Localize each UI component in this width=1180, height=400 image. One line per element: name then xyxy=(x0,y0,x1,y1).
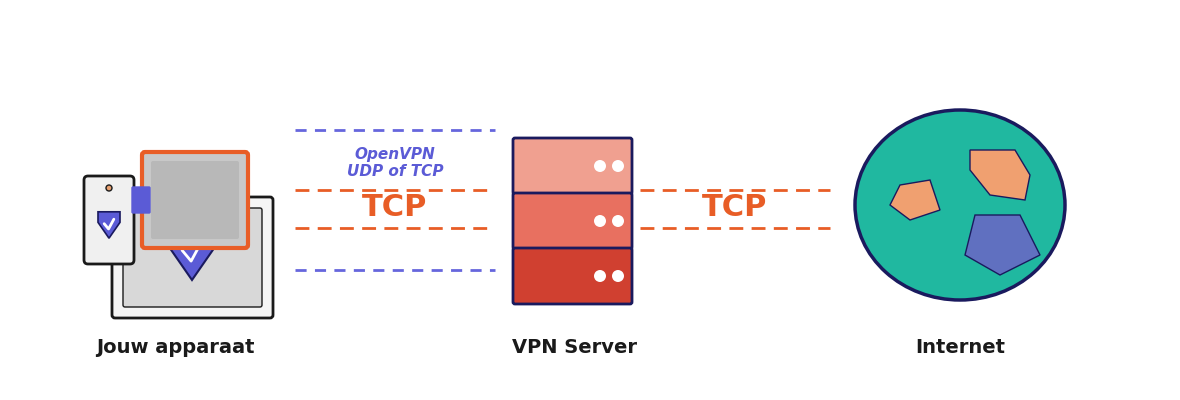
Text: TCP: TCP xyxy=(362,194,427,222)
PathPatch shape xyxy=(170,226,215,280)
FancyBboxPatch shape xyxy=(513,193,632,249)
Text: TCP: TCP xyxy=(702,194,768,222)
Text: VPN Server: VPN Server xyxy=(512,338,637,357)
FancyBboxPatch shape xyxy=(123,208,262,307)
Circle shape xyxy=(612,160,624,172)
Circle shape xyxy=(612,270,624,282)
Text: OpenVPN: OpenVPN xyxy=(355,148,435,162)
Polygon shape xyxy=(890,180,940,220)
FancyBboxPatch shape xyxy=(513,138,632,194)
Polygon shape xyxy=(965,215,1040,275)
PathPatch shape xyxy=(98,212,120,238)
Ellipse shape xyxy=(856,110,1066,300)
PathPatch shape xyxy=(177,179,212,221)
Text: UDP of TCP: UDP of TCP xyxy=(347,164,444,180)
Circle shape xyxy=(594,270,607,282)
Circle shape xyxy=(594,215,607,227)
Circle shape xyxy=(594,160,607,172)
Text: Internet: Internet xyxy=(914,338,1005,357)
FancyBboxPatch shape xyxy=(513,248,632,304)
Ellipse shape xyxy=(856,110,1066,300)
FancyBboxPatch shape xyxy=(132,187,150,213)
FancyBboxPatch shape xyxy=(112,197,273,318)
FancyBboxPatch shape xyxy=(142,152,248,248)
FancyBboxPatch shape xyxy=(151,161,240,239)
FancyBboxPatch shape xyxy=(84,176,135,264)
Circle shape xyxy=(106,185,112,191)
Circle shape xyxy=(612,215,624,227)
Text: Jouw apparaat: Jouw apparaat xyxy=(96,338,254,357)
Polygon shape xyxy=(970,150,1030,200)
